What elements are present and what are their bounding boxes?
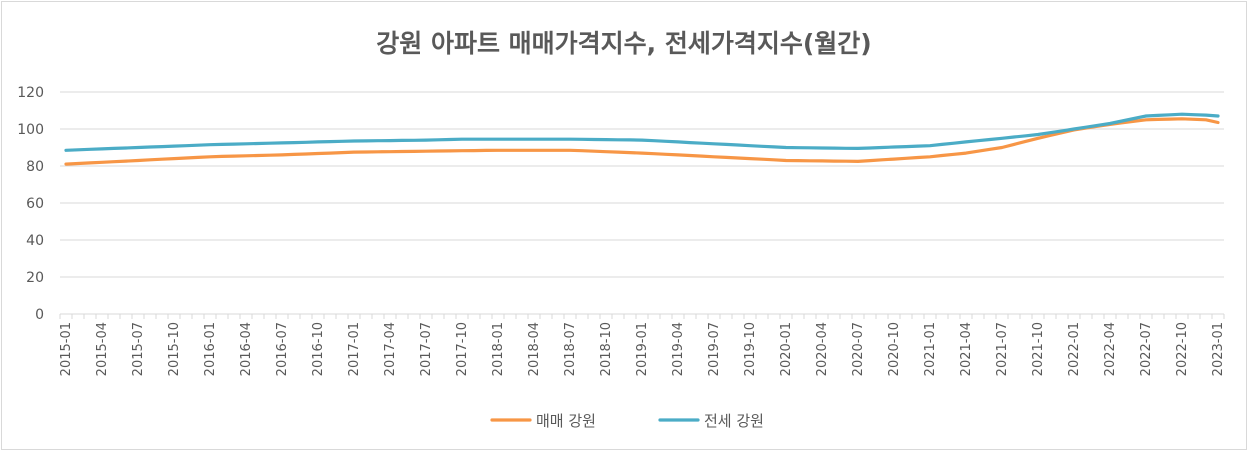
x-tick-label: 2019-10 [743, 322, 758, 376]
x-tick-label: 2021-07 [995, 322, 1010, 376]
x-tick-label: 2019-04 [671, 322, 686, 376]
x-tick-label: 2017-01 [347, 322, 362, 376]
x-tick-label: 2022-07 [1139, 322, 1154, 376]
x-tick-label: 2017-10 [455, 322, 470, 376]
chart-title: 강원 아파트 매매가격지수, 전세가격지수(월간) [376, 29, 872, 58]
x-tick-label: 2016-10 [311, 322, 326, 376]
x-tick-label: 2023-01 [1211, 322, 1226, 376]
x-tick-label: 2018-10 [599, 322, 614, 376]
x-tick-label: 2019-01 [635, 322, 650, 376]
x-tick-label: 2015-04 [95, 322, 110, 376]
x-tick-label: 2018-01 [491, 322, 506, 376]
y-tick-label: 0 [35, 307, 44, 323]
y-tick-label: 80 [26, 159, 44, 175]
x-tick-label: 2018-04 [527, 322, 542, 376]
x-tick-label: 2020-10 [887, 322, 902, 376]
series-line-1 [64, 112, 1220, 152]
x-tick-label: 2022-04 [1103, 322, 1118, 376]
y-tick-label: 120 [17, 85, 44, 101]
x-tick-label: 2016-07 [275, 322, 290, 376]
x-tick-label: 2020-04 [815, 322, 830, 376]
x-tick-label: 2015-01 [59, 322, 74, 376]
x-tick-label: 2020-01 [779, 322, 794, 376]
x-tick-label: 2017-07 [419, 322, 434, 376]
y-tick-label: 100 [17, 122, 44, 138]
legend-label: 전세 강원 [704, 412, 764, 430]
x-tick-label: 2015-10 [167, 322, 182, 376]
legend-label: 매매 강원 [536, 412, 596, 430]
x-tick-label: 2020-07 [851, 322, 866, 376]
x-tick-label: 2021-10 [1031, 322, 1046, 376]
x-tick-label: 2022-01 [1067, 322, 1082, 376]
x-tick-label: 2022-10 [1175, 322, 1190, 376]
y-tick-label: 60 [26, 196, 44, 212]
x-tick-label: 2019-07 [707, 322, 722, 376]
series-line-0 [64, 117, 1220, 166]
x-tick-label: 2021-04 [959, 322, 974, 376]
x-tick-label: 2017-04 [383, 322, 398, 376]
x-tick-label: 2021-01 [923, 322, 938, 376]
y-tick-label: 40 [26, 233, 44, 249]
x-tick-label: 2016-04 [239, 322, 254, 376]
x-tick-label: 2015-07 [131, 322, 146, 376]
y-tick-label: 20 [26, 270, 44, 286]
x-tick-label: 2016-01 [203, 322, 218, 376]
x-tick-label: 2018-07 [563, 322, 578, 376]
